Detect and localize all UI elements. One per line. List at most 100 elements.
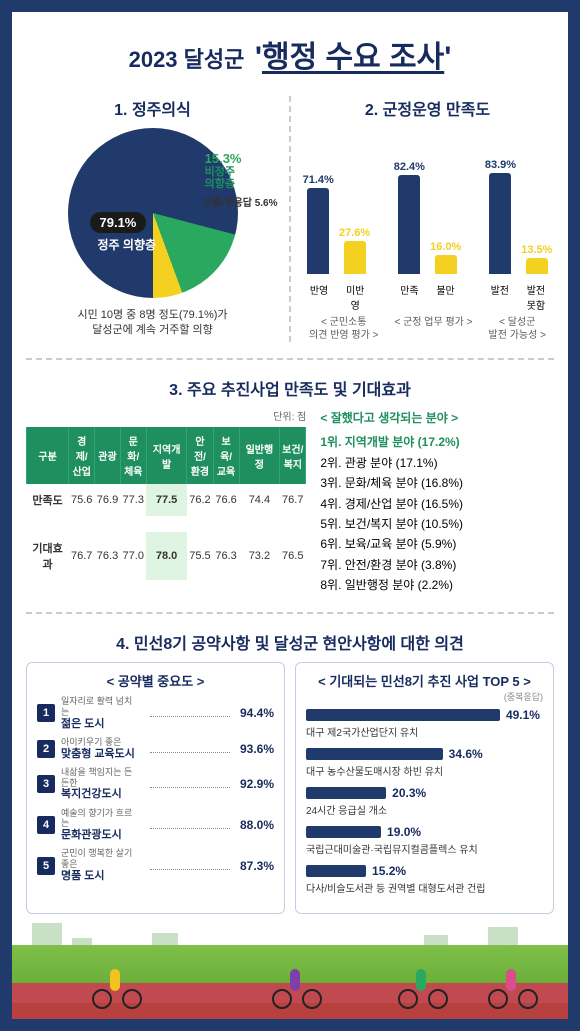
bar-chart: 71.4% 27.6% 82.4% 16.0% 83.9% 13.5% xyxy=(301,128,554,278)
table-header: 관광 xyxy=(95,427,120,484)
divider-2 xyxy=(26,612,554,614)
section-4: < 공약별 중요도 > 1 일자리로 활력 넘치는젊은 도시 94.4% 2 아이… xyxy=(26,662,554,914)
title-main: 행정 수요 조사 xyxy=(262,41,444,74)
section-1-heading: 1. 정주의식 xyxy=(26,96,279,120)
bar xyxy=(344,241,366,274)
dots xyxy=(150,821,229,829)
hbar-label: 24시간 응급실 개소 xyxy=(306,802,543,817)
pie-slice-3-label: 모름/무응답 5.6% xyxy=(203,194,277,209)
bar-group-label: < 군민소통의견 반영 평가 > xyxy=(309,316,378,342)
dots xyxy=(150,745,229,753)
satisfaction-table: 구분경제/산업관광문화/체육지역개발안전/환경보육/교육일반행정보건/복지만족도… xyxy=(26,427,306,596)
pie-slice-2-value: 15.3% xyxy=(205,152,242,166)
pie-main-sublabel: 정주 의향층 xyxy=(98,236,157,253)
importance-value: 87.3% xyxy=(240,859,274,873)
bar-x-label: 만족 xyxy=(396,282,422,312)
bar-x-label: 발전 xyxy=(487,282,513,312)
table-cell: 78.0 xyxy=(146,532,187,580)
hbar-label: 대구 농수산물도매시장 하빈 유치 xyxy=(306,763,543,778)
table-cell: 77.3 xyxy=(120,484,146,516)
top5-panel: < 기대되는 민선8기 추진 사업 TOP 5 > (중복응답) 49.1% 대… xyxy=(295,662,554,914)
page-title: 2023 달성군 '행정 수요 조사' xyxy=(26,32,554,76)
importance-text: 군민이 행복한 살기좋은명품 도시 xyxy=(61,848,140,883)
hbar-value: 49.1% xyxy=(506,708,540,722)
table-header: 안전/환경 xyxy=(187,427,213,484)
hbar-label: 다사/비슬도서관 등 권역별 대형도서관 건립 xyxy=(306,880,543,895)
table-header: 일반행정 xyxy=(239,427,280,484)
bar-value: 13.5% xyxy=(521,244,552,256)
table-header: 경제/산업 xyxy=(69,427,95,484)
rank-number: 4 xyxy=(37,816,55,834)
hbar-value: 19.0% xyxy=(387,825,421,839)
bar-column: 83.9% xyxy=(487,159,513,274)
table-cell: 73.2 xyxy=(239,532,280,580)
table-cell: 76.9 xyxy=(95,484,120,516)
rank-item: 4위. 경제/산업 분야 (16.5%) xyxy=(320,494,554,514)
top5-panel-title: < 기대되는 민선8기 추진 사업 TOP 5 > xyxy=(306,671,543,690)
table-header: 구분 xyxy=(27,427,69,484)
importance-item: 1 일자리로 활력 넘치는젊은 도시 94.4% xyxy=(37,696,274,731)
section-1: 1. 정주의식 15.3% 비정주의향층 모름/무응답 5.6% 79.1% 정… xyxy=(26,96,291,342)
bar-column: 13.5% xyxy=(524,244,550,274)
table-cell: 76.7 xyxy=(280,484,306,516)
footer-illustration xyxy=(12,929,568,1019)
bar-x-labels: 반영 미반영 만족 불만 발전 발전못함 xyxy=(301,282,554,312)
bar-column: 27.6% xyxy=(342,227,368,274)
table-cell: 76.6 xyxy=(213,484,239,516)
importance-text: 내삶을 책임지는 든든한복지건강도시 xyxy=(61,767,140,802)
bar-group-label: < 군정 업무 평가 > xyxy=(394,316,472,342)
section-3-unit: 단위: 점 xyxy=(26,408,306,423)
rank-number: 2 xyxy=(37,740,55,758)
importance-value: 88.0% xyxy=(240,818,274,832)
dots xyxy=(150,780,229,788)
bar-value: 71.4% xyxy=(303,174,334,186)
hbar xyxy=(306,826,381,838)
hbar xyxy=(306,748,443,760)
importance-item: 4 예술의 향기가 흐르는문화관광도시 88.0% xyxy=(37,808,274,843)
top5-item: 20.3% 24시간 응급실 개소 xyxy=(306,786,543,817)
bar-x-label: 발전못함 xyxy=(523,282,549,312)
bar-x-label: 미반영 xyxy=(342,282,368,312)
importance-text: 예술의 향기가 흐르는문화관광도시 xyxy=(61,808,140,843)
bar-column: 82.4% xyxy=(396,161,422,274)
rank-title: < 잘했다고 생각되는 분야 > xyxy=(320,408,554,428)
table-cell: 76.2 xyxy=(187,484,213,516)
section-2: 2. 군정운영 만족도 71.4%27.6%82.4%16.0%83.9%13.… xyxy=(301,96,554,342)
rank-item: 5위. 보건/복지 분야 (10.5%) xyxy=(320,514,554,534)
importance-item: 2 아이키우기 좋은맞춤형 교육도시 93.6% xyxy=(37,737,274,761)
top5-item: 19.0% 국립근대미술관·국립뮤지컬콤플렉스 유치 xyxy=(306,825,543,856)
table-cell: 75.5 xyxy=(187,532,213,580)
row-label: 만족도 xyxy=(27,484,69,516)
bar-x-label: 불만 xyxy=(433,282,459,312)
hbar-label: 대구 제2국가산업단지 유치 xyxy=(306,724,543,739)
bar-value: 16.0% xyxy=(430,241,461,253)
dots xyxy=(150,709,229,717)
importance-text: 일자리로 활력 넘치는젊은 도시 xyxy=(61,696,140,731)
bar-x-label: 반영 xyxy=(306,282,332,312)
rank-number: 3 xyxy=(37,775,55,793)
importance-text: 아이키우기 좋은맞춤형 교육도시 xyxy=(61,737,140,761)
row-label: 기대효과 xyxy=(27,532,69,580)
hbar xyxy=(306,709,500,721)
bar-group-labels: < 군민소통의견 반영 평가 >< 군정 업무 평가 >< 달성군발전 가능성 … xyxy=(301,316,554,342)
rank-number: 5 xyxy=(37,857,55,875)
top5-panel-sub: (중복응답) xyxy=(306,690,543,703)
rank-item: 6위. 보육/교육 분야 (5.9%) xyxy=(320,534,554,554)
hbar-value: 15.2% xyxy=(372,864,406,878)
top5-item: 34.6% 대구 농수산물도매시장 하빈 유치 xyxy=(306,747,543,778)
importance-panel-title: < 공약별 중요도 > xyxy=(37,671,274,690)
table-cell: 75.6 xyxy=(69,484,95,516)
pie-slice-2-label: 비정주의향층 xyxy=(205,166,242,190)
pie-chart: 15.3% 비정주의향층 모름/무응답 5.6% 79.1% 정주 의향층 xyxy=(68,128,238,298)
bar-value: 83.9% xyxy=(485,159,516,171)
infographic-page: 2023 달성군 '행정 수요 조사' 1. 정주의식 15.3% 비정주의향층… xyxy=(0,0,580,1031)
importance-value: 93.6% xyxy=(240,742,274,756)
rank-list: < 잘했다고 생각되는 분야 > 1위. 지역개발 분야 (17.2%)2위. … xyxy=(320,408,554,596)
section-1-caption: 시민 10명 중 8명 정도(79.1%)가달성군에 계속 거주할 의향 xyxy=(26,308,279,339)
importance-value: 94.4% xyxy=(240,706,274,720)
dots xyxy=(150,862,229,870)
hbar xyxy=(306,787,386,799)
top5-item: 15.2% 다사/비슬도서관 등 권역별 대형도서관 건립 xyxy=(306,864,543,895)
section-3: 단위: 점 구분경제/산업관광문화/체육지역개발안전/환경보육/교육일반행정보건… xyxy=(26,408,554,596)
bar xyxy=(307,188,329,274)
